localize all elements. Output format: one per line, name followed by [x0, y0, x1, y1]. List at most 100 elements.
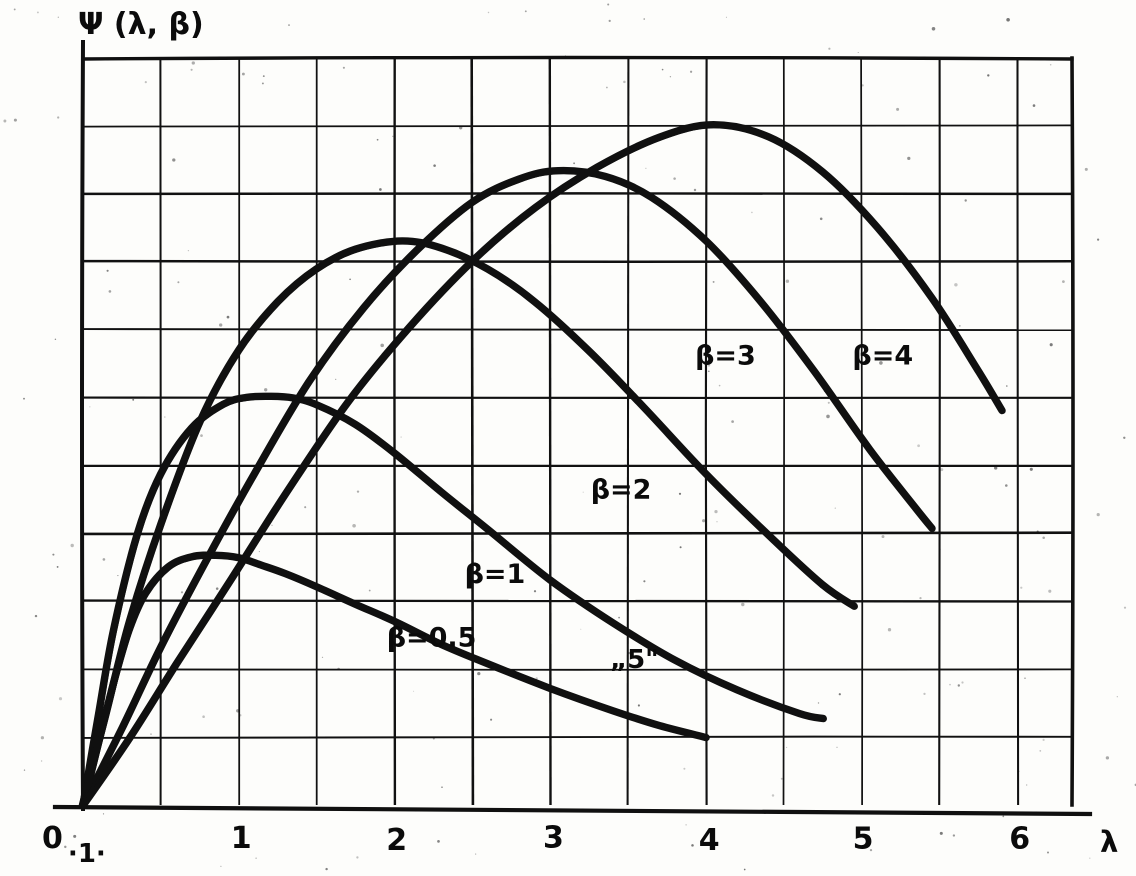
- speckle: [645, 167, 647, 169]
- speckle: [342, 66, 345, 69]
- grid-line-vertical: [704, 57, 708, 806]
- curve-label-b2: β=2: [591, 474, 652, 505]
- curve-labels-group: β=0.5 β=1 β=2 β=3 β=4: [387, 341, 913, 654]
- speckle: [102, 558, 106, 561]
- speckle: [219, 323, 223, 327]
- speckle: [40, 760, 43, 762]
- speckle: [226, 315, 230, 319]
- speckle: [70, 543, 74, 548]
- speckle: [191, 61, 195, 65]
- speckle: [731, 420, 734, 423]
- speckle: [718, 384, 721, 387]
- speckle: [368, 589, 371, 592]
- grid-line-vertical: [470, 57, 475, 806]
- speckle: [887, 628, 892, 632]
- speckle: [964, 199, 967, 202]
- speckle: [1049, 343, 1053, 347]
- speckle: [1042, 738, 1045, 741]
- speckle: [36, 11, 39, 14]
- speckle: [836, 746, 838, 748]
- speckle: [102, 813, 105, 815]
- plot-frame: [52, 39, 1093, 817]
- speckle: [13, 8, 16, 11]
- speckle: [827, 401, 830, 404]
- speckle: [255, 857, 257, 859]
- speckle: [34, 614, 38, 618]
- speckle: [994, 466, 998, 470]
- speckle: [917, 444, 920, 448]
- speckle: [241, 72, 245, 76]
- speckle: [172, 158, 176, 162]
- speckle: [693, 188, 697, 192]
- frame-right: [1070, 56, 1075, 807]
- speckle: [144, 81, 147, 84]
- speckle: [643, 580, 646, 583]
- speckle: [202, 715, 205, 718]
- speckle: [939, 831, 943, 835]
- speckle: [643, 18, 645, 20]
- speckle: [1089, 857, 1091, 859]
- curve-label-b1: β=1: [465, 559, 526, 590]
- speckle: [1084, 167, 1088, 171]
- grid-line-vertical: [1016, 57, 1020, 806]
- speckle: [535, 677, 538, 680]
- speckle: [817, 702, 820, 704]
- speckle: [117, 575, 119, 577]
- speckle: [58, 697, 63, 701]
- grid-line-vertical: [548, 57, 552, 806]
- speckle: [712, 280, 715, 283]
- scan-speckles: [3, 3, 1136, 871]
- speckle: [1005, 484, 1008, 487]
- speckle: [751, 211, 753, 214]
- speckle: [1096, 513, 1100, 517]
- speckle: [56, 565, 59, 568]
- speckle: [949, 683, 951, 686]
- speckle: [54, 338, 57, 341]
- speckle: [490, 718, 493, 721]
- grid-line-horizontal: [82, 259, 1073, 264]
- speckle: [637, 704, 640, 707]
- speckle: [702, 519, 706, 523]
- curve-bleed: [81, 394, 827, 809]
- speckle: [335, 378, 337, 381]
- speckle: [271, 524, 273, 526]
- speckle: [400, 436, 402, 438]
- speckle: [13, 118, 17, 122]
- curves-group: [78, 121, 1006, 809]
- speckle: [1116, 696, 1118, 698]
- speckle: [1047, 851, 1049, 854]
- speckle: [321, 656, 324, 659]
- speckle: [40, 736, 45, 740]
- grid-line-vertical: [860, 57, 864, 806]
- speckle: [533, 590, 537, 593]
- x-tick-label-5: 5: [853, 821, 874, 856]
- frame-top: [81, 55, 1074, 61]
- speckle: [828, 47, 831, 50]
- speckle: [1123, 606, 1127, 609]
- speckle: [716, 521, 718, 523]
- speckle: [349, 278, 351, 281]
- curve-label-b3: β=3: [695, 341, 756, 372]
- origin-smudge-mark: ⋅1⋅: [68, 839, 106, 869]
- x-tick-labels: 1 2 3 4 5 6: [231, 821, 1030, 858]
- speckle: [477, 671, 481, 676]
- speckle: [132, 398, 135, 401]
- x-axis-line: [52, 804, 1093, 817]
- speckle: [3, 119, 7, 123]
- speckle: [304, 506, 307, 509]
- speckle: [1042, 536, 1045, 539]
- speckle: [1032, 104, 1036, 107]
- speckle: [220, 865, 222, 868]
- speckle: [957, 684, 960, 687]
- speckle: [879, 361, 883, 365]
- speckle: [608, 19, 611, 23]
- curve-bleed: [81, 168, 936, 809]
- speckle: [380, 343, 384, 348]
- speckle: [1029, 467, 1033, 471]
- speckle: [1039, 750, 1042, 752]
- speckle: [673, 177, 676, 180]
- speckle: [691, 844, 694, 847]
- speckle: [714, 509, 718, 514]
